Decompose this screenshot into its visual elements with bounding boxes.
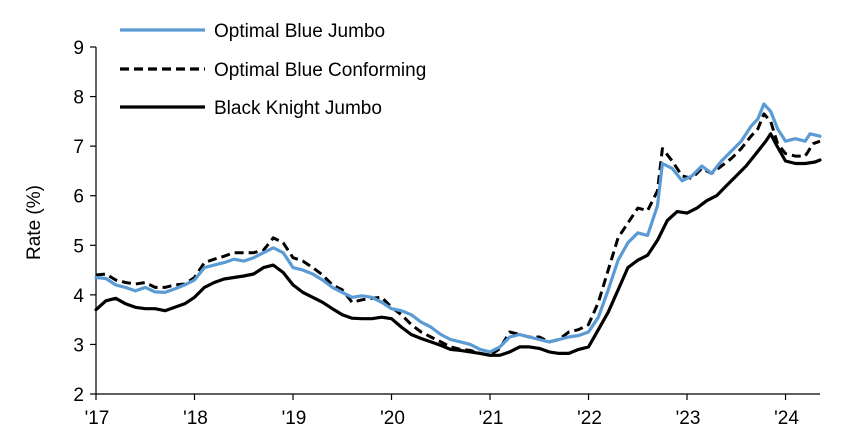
legend-label: Optimal Blue Jumbo <box>214 21 385 42</box>
x-tick-label: '22 <box>577 408 602 429</box>
series-line-black-knight-jumbo <box>94 132 822 357</box>
y-tick-label: 3 <box>73 335 84 356</box>
x-tick-label: '20 <box>380 408 405 429</box>
x-tick-label: '21 <box>479 408 504 429</box>
y-tick-label: 5 <box>73 236 84 257</box>
x-axis-ticks: '17 '18 '19 '20 '21 '22 '23 '24 <box>85 394 799 429</box>
y-tick-label: 2 <box>73 385 84 406</box>
legend-label: Black Knight Jumbo <box>214 98 382 119</box>
series-lines <box>94 102 822 357</box>
series-line-optimal-blue-conforming <box>95 112 821 357</box>
y-tick-label: 6 <box>73 187 84 208</box>
legend: Optimal Blue Jumbo Optimal Blue Conformin… <box>120 21 426 119</box>
x-tick-label: '17 <box>85 408 110 429</box>
y-axis-title: Rate (%) <box>24 185 45 260</box>
y-axis-ticks: 2 3 4 5 6 7 8 9 <box>73 38 96 406</box>
x-tick-label: '24 <box>774 408 799 429</box>
x-tick-label: '19 <box>282 408 307 429</box>
axes: 2 3 4 5 6 7 8 9 '17 '18 '19 '20 '21 '22 '23 '24 Rate (… <box>24 38 820 429</box>
y-tick-label: 4 <box>73 286 84 307</box>
y-tick-label: 7 <box>73 137 84 158</box>
x-tick-label: '23 <box>676 408 701 429</box>
series-line-optimal-blue-jumbo <box>94 102 822 354</box>
y-tick-label: 8 <box>73 88 84 109</box>
legend-label: Optimal Blue Conforming <box>214 60 426 81</box>
y-tick-label: 9 <box>73 38 84 59</box>
x-tick-label: '18 <box>183 408 208 429</box>
